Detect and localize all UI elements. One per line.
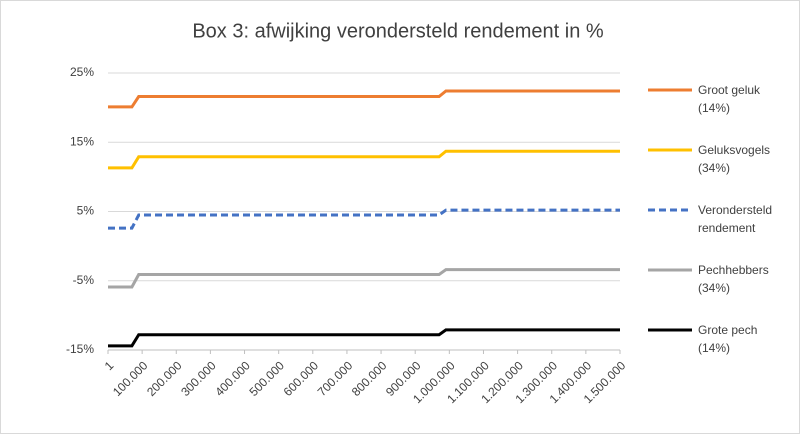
legend-label: Geluksvogels (34%)	[698, 143, 771, 175]
y-tick-label: -5%	[73, 273, 95, 287]
legend-label: Grote pech (14%)	[698, 323, 758, 355]
y-tick-label: 15%	[70, 134, 94, 148]
legend-label: Verondersteld rendement	[698, 203, 773, 235]
chart-title: Box 3: afwijking verondersteld rendement…	[192, 20, 604, 42]
y-tick-label: 25%	[70, 65, 94, 79]
series-line	[108, 328, 620, 348]
series-line	[108, 268, 620, 289]
y-tick-label: 5%	[77, 204, 95, 218]
legend-label: Pechhebbers (34%)	[698, 263, 769, 295]
y-tick-label: -15%	[66, 342, 94, 356]
legend-label: Groot geluk (14%)	[698, 83, 761, 115]
series-line	[108, 89, 620, 109]
series-line	[108, 149, 620, 170]
series-line	[108, 208, 620, 230]
